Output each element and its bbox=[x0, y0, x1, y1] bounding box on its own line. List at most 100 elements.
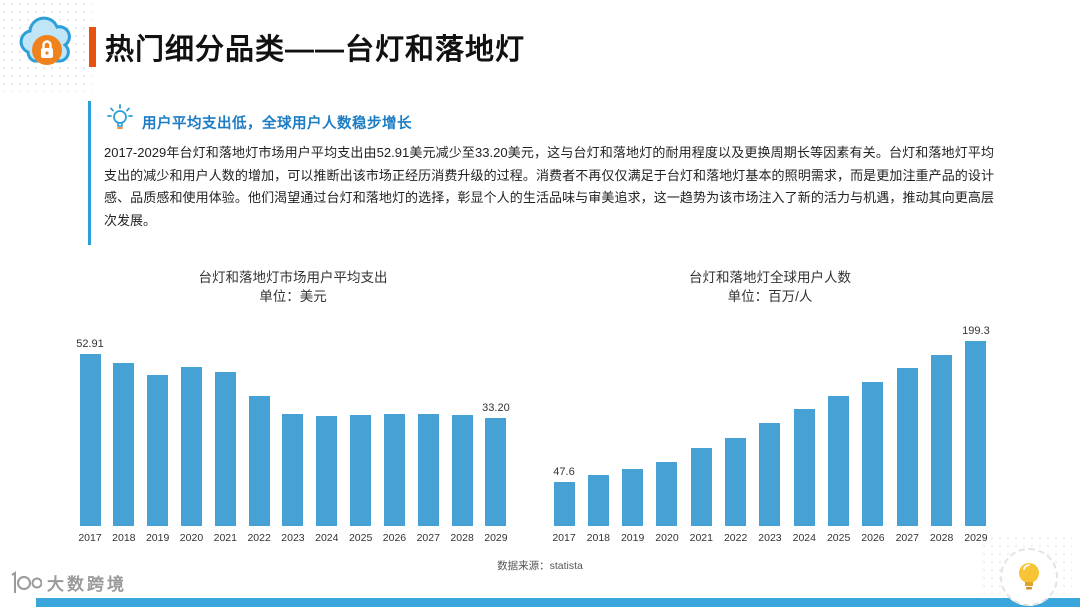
bar-column: 33.20 2029 bbox=[482, 314, 510, 546]
bar bbox=[587, 475, 609, 526]
bar-value-label: 47.6 bbox=[553, 466, 575, 478]
bar bbox=[759, 423, 781, 526]
x-tick-label: 2017 bbox=[552, 532, 576, 544]
bar bbox=[451, 415, 473, 526]
bar-column: 47.6 2017 bbox=[552, 314, 576, 546]
bar bbox=[690, 448, 712, 526]
x-tick-label: 2021 bbox=[689, 532, 713, 544]
bar bbox=[79, 354, 101, 526]
bar-column: 2022 bbox=[247, 314, 271, 546]
bar-value-label: 199.3 bbox=[962, 325, 990, 337]
x-tick-label: 2019 bbox=[620, 532, 645, 544]
chart-global-users: 台灯和落地灯全球用户人数 单位：百万/人 47.6 2017 2018 2019 202… bbox=[546, 268, 994, 546]
bar bbox=[383, 414, 405, 526]
x-tick-label: 2020 bbox=[655, 532, 679, 544]
chart-avg-spending: 台灯和落地灯市场用户平均支出 单位：美元 52.91 2017 2018 2019 20… bbox=[72, 268, 514, 546]
x-tick-label: 2022 bbox=[723, 532, 748, 544]
x-tick-label: 2025 bbox=[826, 532, 851, 544]
bar bbox=[316, 416, 338, 526]
page-title: 热门细分品类——台灯和落地灯 bbox=[105, 34, 526, 66]
x-tick-label: 2029 bbox=[484, 532, 508, 544]
bar-column: 2023 bbox=[281, 314, 305, 546]
bar bbox=[147, 375, 169, 526]
bar-column: 2028 bbox=[450, 314, 474, 546]
bar bbox=[656, 462, 678, 526]
x-tick-label: 2025 bbox=[348, 532, 373, 544]
bar bbox=[485, 418, 507, 526]
x-tick-label: 2022 bbox=[247, 532, 271, 544]
chart-subtitle: 单位：百万/人 bbox=[727, 289, 813, 304]
bar-value-label: 52.91 bbox=[76, 338, 104, 350]
x-tick-label: 2029 bbox=[964, 532, 988, 544]
bar bbox=[622, 469, 644, 526]
bar-plot: 47.6 2017 2018 2019 2020 2021 2022 2023 2024 2025… bbox=[546, 314, 994, 546]
x-tick-label: 2023 bbox=[281, 532, 305, 544]
insight-paragraph: 2017-2029年台灯和落地灯市场用户平均支出由52.91美元减少至33.20… bbox=[104, 145, 994, 228]
bar bbox=[113, 363, 135, 526]
bar bbox=[896, 368, 918, 526]
bar-column: 199.3 2029 bbox=[962, 314, 990, 546]
bar-column: 2021 bbox=[213, 314, 237, 546]
bar-column: 2022 bbox=[724, 314, 748, 546]
bar bbox=[553, 482, 575, 526]
bar-column: 2027 bbox=[895, 314, 919, 546]
chart-subtitle: 单位：美元 bbox=[259, 289, 327, 304]
bar bbox=[793, 409, 815, 526]
watermark-text: 大数跨境 bbox=[47, 575, 127, 594]
bar-column: 2023 bbox=[758, 314, 782, 546]
x-tick-label: 2027 bbox=[416, 532, 440, 544]
x-tick-label: 2028 bbox=[450, 532, 474, 544]
bar bbox=[214, 372, 236, 526]
brand-logo-icon bbox=[11, 570, 42, 593]
bar-column: 2024 bbox=[315, 314, 339, 546]
bar bbox=[828, 396, 850, 526]
x-tick-label: 2027 bbox=[895, 532, 919, 544]
bar bbox=[725, 438, 747, 526]
brand-watermark: 大数跨境 bbox=[8, 570, 127, 595]
bar-column: 2028 bbox=[930, 314, 954, 546]
x-tick-label: 2028 bbox=[929, 532, 954, 544]
bar-column: 2018 bbox=[112, 314, 136, 546]
bar-plot: 52.91 2017 2018 2019 2020 2021 2022 2023 2024 202… bbox=[72, 314, 514, 546]
bar bbox=[417, 414, 439, 526]
bar bbox=[931, 355, 953, 526]
bar-column: 52.91 2017 bbox=[76, 314, 104, 546]
bar-column: 2026 bbox=[382, 314, 406, 546]
bar-column: 2018 bbox=[586, 314, 610, 546]
bar-column: 2025 bbox=[349, 314, 373, 546]
bottom-accent-strip bbox=[36, 598, 1080, 607]
bar bbox=[350, 415, 372, 526]
bar-column: 2019 bbox=[621, 314, 645, 546]
x-tick-label: 2026 bbox=[861, 532, 885, 544]
bar-column: 2027 bbox=[416, 314, 440, 546]
bar bbox=[965, 341, 987, 526]
title-accent-bar bbox=[89, 27, 96, 67]
x-tick-label: 2017 bbox=[78, 532, 102, 544]
bar-column: 2020 bbox=[179, 314, 203, 546]
x-tick-label: 2023 bbox=[758, 532, 782, 544]
bar bbox=[862, 382, 884, 526]
bar bbox=[180, 367, 202, 526]
bar bbox=[248, 396, 270, 526]
x-tick-label: 2024 bbox=[315, 532, 339, 544]
bar-column: 2026 bbox=[861, 314, 885, 546]
bar-column: 2019 bbox=[146, 314, 170, 546]
x-tick-label: 2018 bbox=[112, 532, 136, 544]
x-tick-label: 2020 bbox=[179, 532, 204, 544]
x-tick-label: 2024 bbox=[792, 532, 816, 544]
x-tick-label: 2026 bbox=[382, 532, 407, 544]
chart-title: 台灯和落地灯全球用户人数 bbox=[689, 270, 851, 285]
data-source: 数据来源：statista bbox=[497, 560, 583, 572]
lightbulb-icon bbox=[106, 104, 134, 132]
insight-accent-line bbox=[88, 101, 91, 245]
bar-column: 2025 bbox=[827, 314, 851, 546]
insight-heading: 用户平均支出低，全球用户人数稳步增长 bbox=[142, 116, 412, 132]
bar bbox=[282, 414, 304, 526]
x-tick-label: 2021 bbox=[213, 532, 237, 544]
cloud-lock-icon bbox=[14, 12, 78, 76]
x-tick-label: 2018 bbox=[586, 532, 610, 544]
bar-column: 2021 bbox=[689, 314, 713, 546]
bar-column: 2024 bbox=[792, 314, 816, 546]
x-tick-label: 2019 bbox=[145, 532, 170, 544]
bar-column: 2020 bbox=[655, 314, 679, 546]
